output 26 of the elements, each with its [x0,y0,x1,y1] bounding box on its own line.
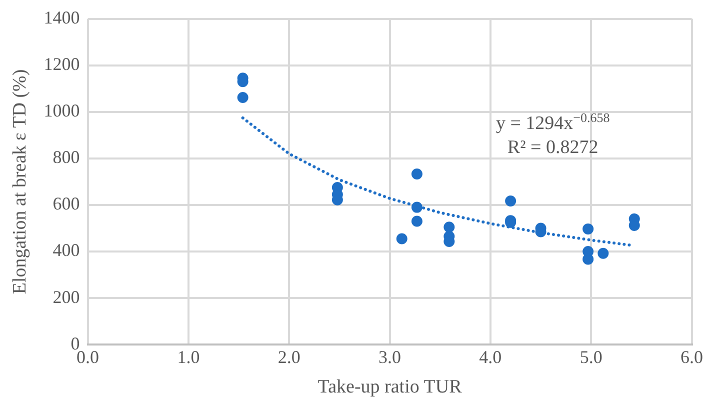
point [598,248,609,259]
point [505,196,516,207]
y-axis-title: Elongation at break ε TD (%) [9,69,30,294]
x-tick-label: 5.0 [580,347,602,368]
point [582,223,594,234]
x-tick-label: 4.0 [479,347,502,368]
y-tick-label: 600 [52,194,80,214]
point [237,92,248,103]
point [411,216,422,227]
x-tick-label: 6.0 [680,347,703,368]
point [396,233,408,244]
annotation: R² = 0.8272 [507,136,598,158]
y-tick-label: 1400 [44,8,80,28]
y-tick-label: 800 [52,147,80,168]
point [582,254,594,265]
point [411,202,422,213]
y-tick-label: 1200 [44,54,80,74]
y-tick-label: 400 [52,240,80,260]
y-tick-label: 200 [52,286,80,307]
x-tick-label: 2.0 [278,347,300,368]
point [411,168,422,180]
y-tick-label: 1000 [44,100,80,121]
x-tick-label: 1.0 [177,347,200,368]
x-tick-label: 3.0 [378,347,402,368]
x-axis-title: Take-up ratio TUR [318,376,462,398]
point [444,222,455,233]
